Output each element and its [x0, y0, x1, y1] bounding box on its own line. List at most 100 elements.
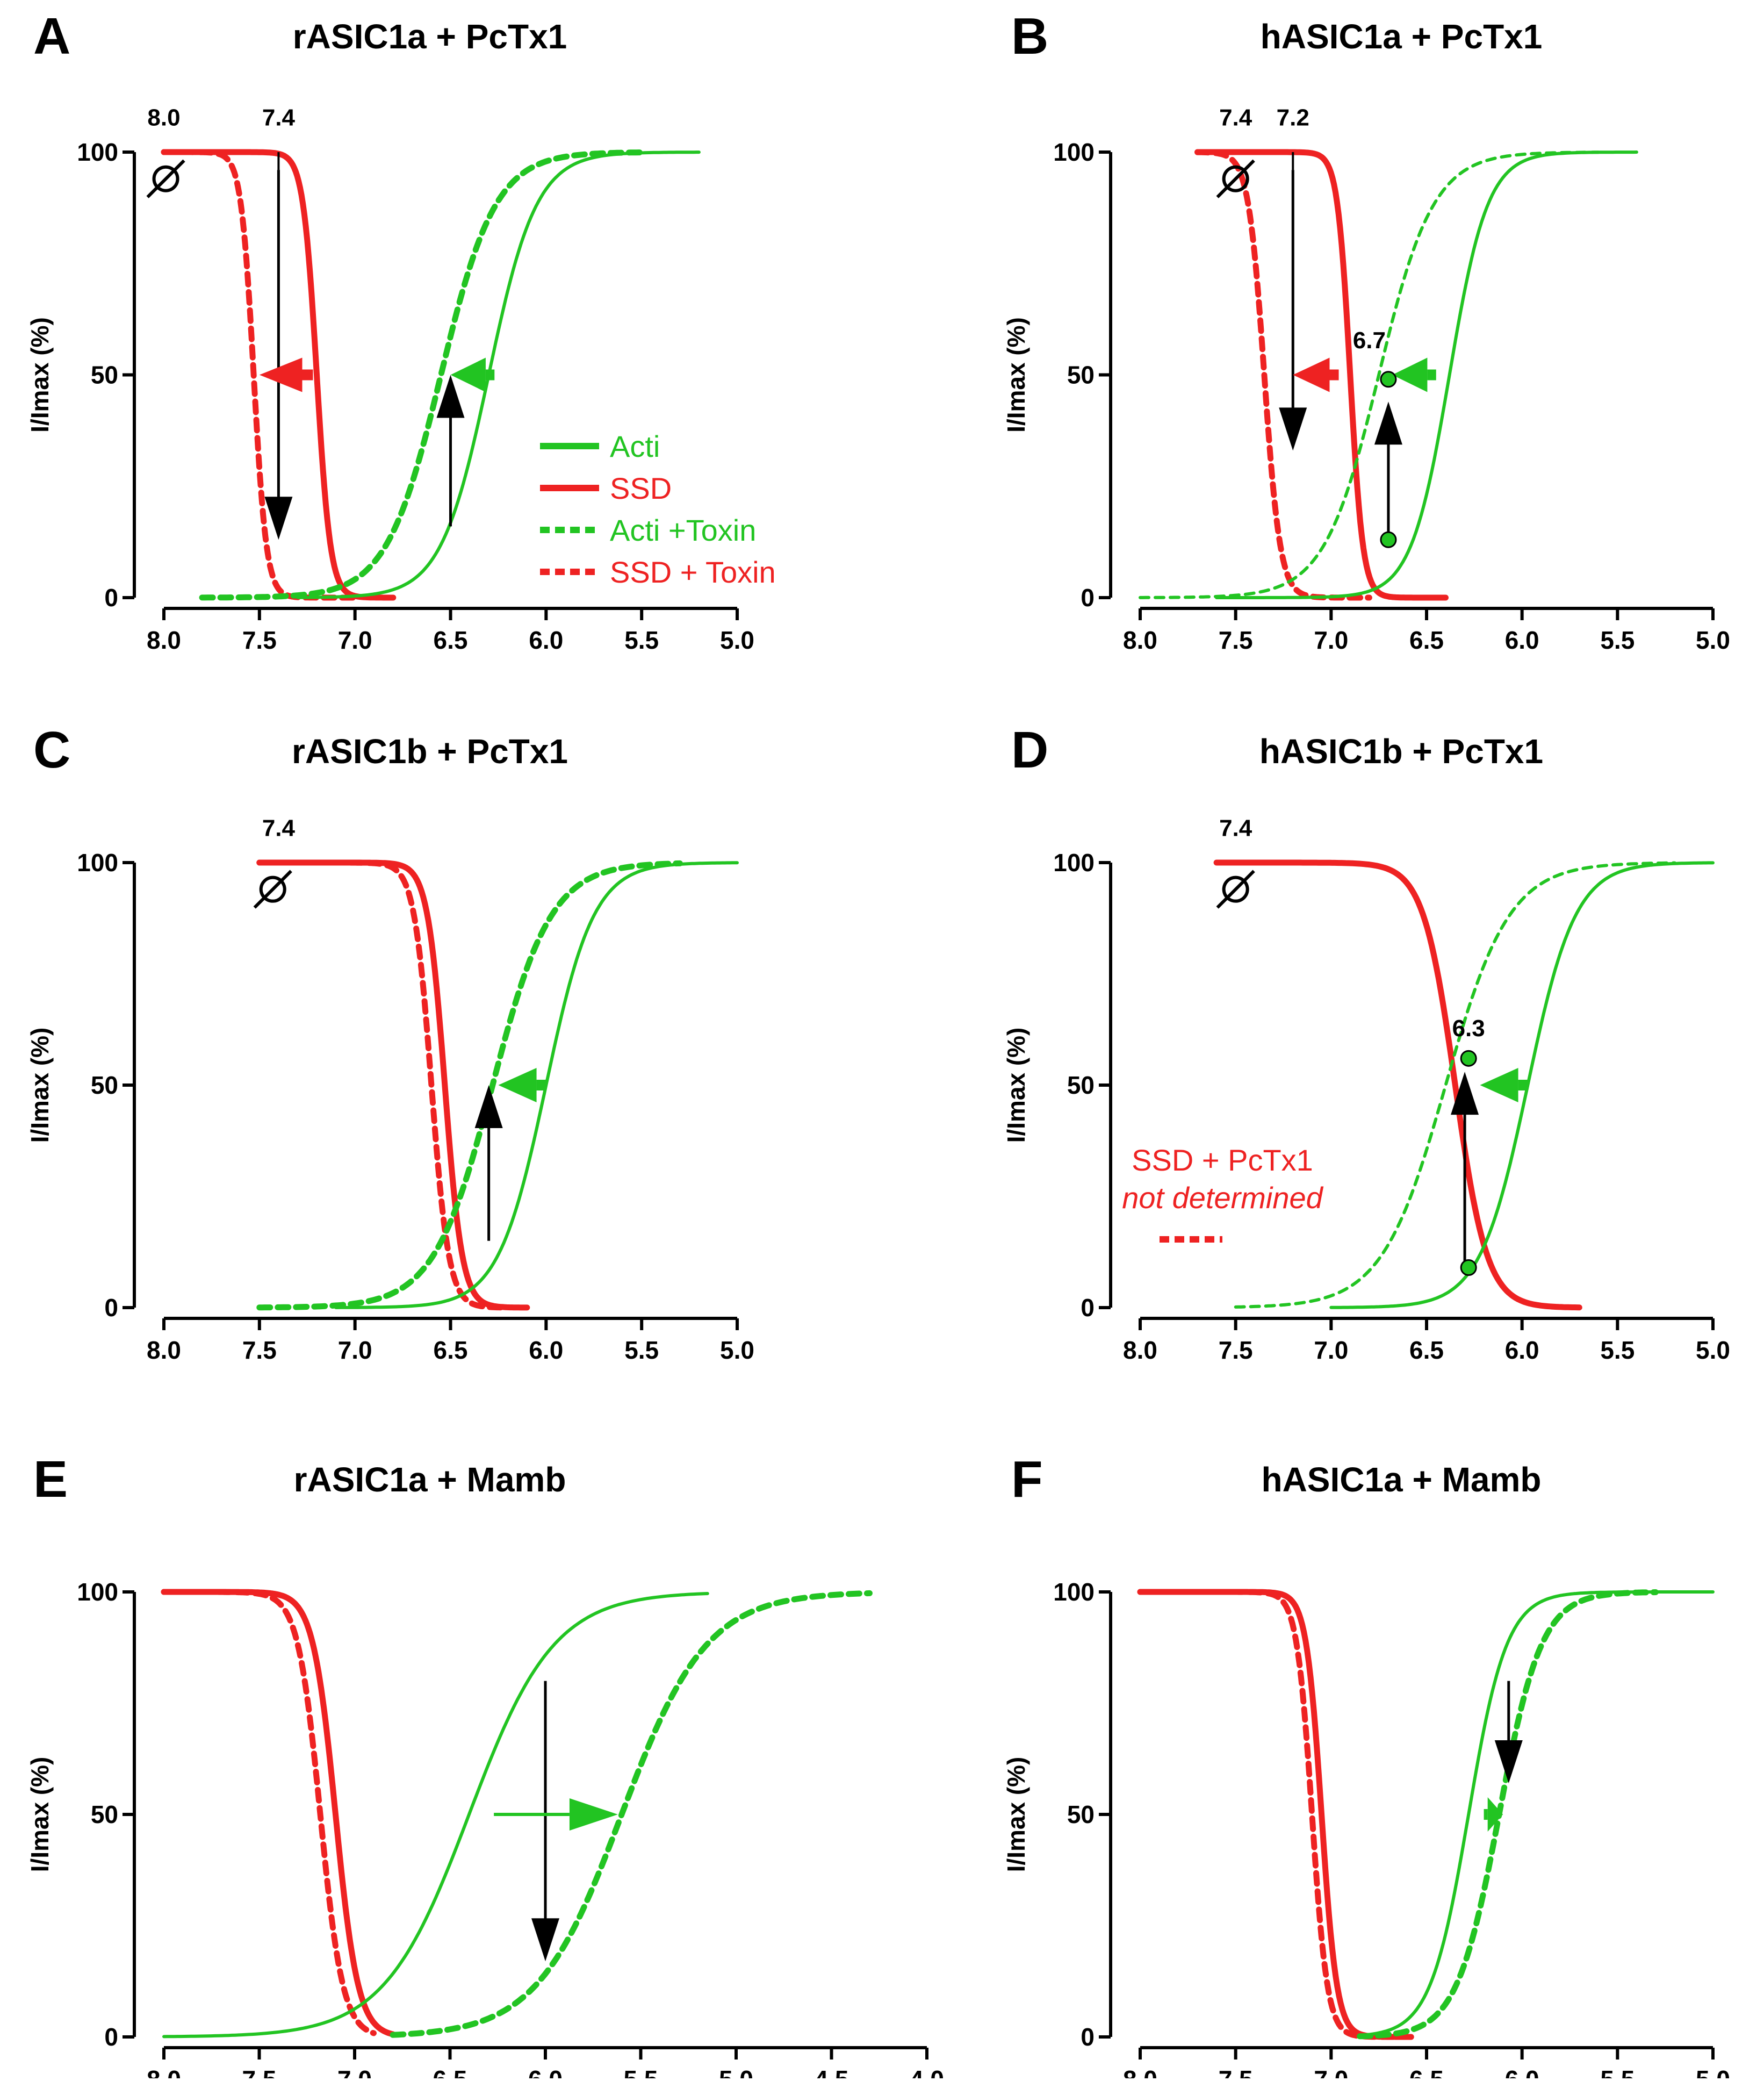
green-arrow	[498, 1068, 546, 1102]
null-symbol-slash	[146, 159, 185, 198]
x-tick-label: 6.5	[434, 1336, 468, 1364]
arrow-head	[1487, 1797, 1503, 1832]
green-arrow	[494, 1798, 618, 1831]
red-arrow	[259, 357, 313, 392]
null-symbol-circle	[259, 876, 286, 903]
null-symbol-slash	[1216, 159, 1255, 198]
panel-letter: A	[33, 8, 70, 65]
x-tick-label: 6.0	[528, 2065, 563, 2078]
x-tick-label: 4.5	[815, 2065, 849, 2078]
panel-title: hASIC1a + PcTx1	[1261, 17, 1543, 56]
arrow-head	[450, 357, 486, 392]
ssd-toxin-curve	[1137, 1589, 1420, 2040]
null-symbol-slash	[253, 870, 292, 909]
x-tick-label: 5.5	[624, 626, 659, 654]
x-tick-label: 8.0	[147, 1336, 181, 1364]
note-line-1: SSD + PcTx1	[1132, 1143, 1313, 1177]
panel-letter: F	[1011, 1451, 1043, 1508]
y-tick-label: 0	[1081, 1294, 1095, 1322]
x-tick-label: 8.0	[147, 2065, 181, 2078]
y-tick-label: 50	[91, 1800, 118, 1828]
axes: 0 50 100 8.0 7.5 7.0 6.5 6.0 5.5 5.0 4.5 4.0 I/Imax …	[26, 1578, 944, 2081]
green-arrow	[1480, 1068, 1528, 1102]
arrow-head	[259, 357, 303, 392]
arrow-head	[474, 1085, 503, 1128]
green-arrow	[1392, 357, 1436, 392]
axes: 0 50 100 8.0 7.5 7.0 6.5 6.0 5.5 5.0 I/Imax (%)	[1002, 1578, 1730, 2081]
null-symbol	[253, 870, 292, 909]
note-line-2: not determined	[1122, 1181, 1323, 1215]
x-tick-label: 7.0	[338, 626, 372, 654]
legend: Acti SSD Acti +Toxin SSD + Toxin	[540, 429, 776, 589]
null-symbol	[1216, 870, 1255, 909]
x-tick-label: 5.5	[1600, 2065, 1635, 2078]
black-arrow	[436, 375, 465, 527]
x-tick-label: 7.5	[242, 626, 277, 654]
x-tick-label: 7.5	[242, 1336, 277, 1364]
x-tick-label: 6.0	[1505, 1336, 1539, 1364]
axes: 0 50 100 8.0 7.5 7.0 6.5 6.0 5.5 5.0 I/Imax (%)	[26, 138, 754, 654]
x-tick-label: 6.5	[1409, 626, 1444, 654]
panel-letter: E	[33, 1451, 68, 1508]
y-tick-label: 50	[1067, 361, 1095, 389]
black-arrow	[474, 1085, 503, 1241]
panel-letter: C	[33, 721, 70, 779]
y-axis-label: I/Imax (%)	[1002, 1757, 1030, 1872]
x-tick-label: 6.5	[434, 626, 468, 654]
panel-letter: B	[1011, 8, 1048, 65]
y-tick-label: 0	[104, 1294, 118, 1322]
x-tick-label: 6.5	[1409, 2065, 1444, 2078]
x-tick-label: 6.0	[1505, 626, 1539, 654]
black-arrow	[1451, 1072, 1479, 1264]
x-tick-label: 7.5	[1219, 1336, 1253, 1364]
ph-annotation: 7.4	[262, 815, 296, 841]
y-tick-label: 100	[1053, 849, 1095, 877]
panel-letter: D	[1011, 721, 1048, 779]
ssd-curve	[1137, 1589, 1410, 2040]
data-point	[1380, 371, 1397, 388]
x-tick-label: 8.0	[147, 626, 181, 654]
x-tick-label: 7.5	[1219, 2065, 1253, 2078]
x-tick-label: 7.0	[338, 1336, 372, 1364]
x-tick-label: 5.0	[719, 2065, 753, 2078]
y-tick-label: 100	[1053, 138, 1095, 166]
y-tick-label: 0	[104, 584, 118, 612]
y-tick-label: 100	[1053, 1578, 1095, 1606]
acti-curve	[162, 1592, 709, 2039]
y-axis-label: I/Imax (%)	[26, 1028, 54, 1143]
x-tick-label: 5.0	[720, 1336, 754, 1364]
y-tick-label: 100	[77, 1578, 118, 1606]
arrow-head	[1480, 1068, 1518, 1102]
y-tick-label: 50	[1067, 1071, 1095, 1099]
legend-label: Acti +Toxin	[610, 513, 756, 547]
black-arrow	[531, 1681, 559, 1962]
y-tick-label: 0	[1081, 584, 1095, 612]
y-axis-label: I/Imax (%)	[1002, 317, 1030, 433]
ssd-toxin-note: SSD + PcTx1 not determined	[1122, 1143, 1324, 1243]
null-symbol-slash	[1216, 870, 1255, 909]
arrow-head	[1374, 401, 1402, 445]
x-tick-label: 5.5	[624, 2065, 658, 2078]
legend-label: SSD + Toxin	[610, 555, 776, 589]
acti-toxin-curve	[1139, 150, 1600, 599]
y-tick-label: 50	[1067, 1800, 1095, 1828]
x-tick-label: 5.0	[1696, 1336, 1730, 1364]
x-tick-label: 8.0	[1123, 1336, 1157, 1364]
ssd-toxin-curve	[161, 1589, 377, 2036]
y-tick-label: 100	[77, 138, 118, 166]
ssd-toxin-curve	[256, 859, 511, 1311]
ssd-curve	[1213, 859, 1582, 1311]
x-tick-label: 5.0	[1696, 626, 1730, 654]
legend-label: Acti	[610, 429, 660, 463]
null-symbol-circle	[1222, 165, 1249, 192]
y-tick-label: 100	[77, 849, 118, 877]
x-tick-label: 6.5	[1409, 1336, 1444, 1364]
data-point	[1380, 531, 1397, 548]
x-tick-label: 7.5	[1219, 626, 1253, 654]
black-arrow	[1494, 1681, 1523, 1784]
x-tick-label: 7.0	[337, 2065, 372, 2078]
